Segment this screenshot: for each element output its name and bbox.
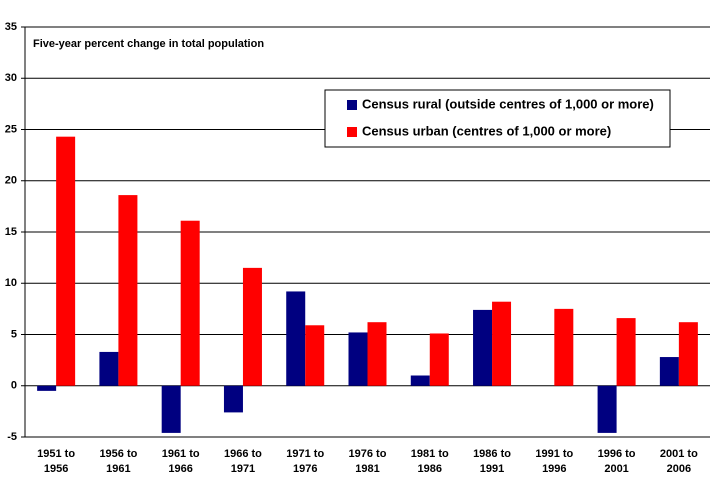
y-tick-label: 0 xyxy=(11,380,17,392)
bar xyxy=(410,375,430,386)
x-tick-label: 1976 to 1981 xyxy=(348,448,387,475)
legend-swatch xyxy=(347,100,357,110)
bar xyxy=(161,385,181,433)
y-tick-label: 15 xyxy=(5,226,17,238)
bar xyxy=(242,267,262,386)
bar xyxy=(223,385,243,413)
bar xyxy=(286,291,306,386)
x-tick-label: 1981 to 1986 xyxy=(410,448,449,475)
legend-swatch xyxy=(347,127,357,137)
y-tick-label: 30 xyxy=(5,72,17,84)
legend-label: Census rural (outside centres of 1,000 o… xyxy=(362,96,654,111)
y-tick-label: 35 xyxy=(5,21,17,33)
bar xyxy=(678,322,698,386)
y-tick-label: 25 xyxy=(5,123,17,135)
x-tick-label: 1961 to 1966 xyxy=(161,448,200,475)
bar xyxy=(554,308,574,386)
legend-label: Census urban (centres of 1,000 or more) xyxy=(362,123,611,138)
x-tick-label: 2001 to 2006 xyxy=(659,448,698,475)
x-tick-label: 1966 to 1971 xyxy=(223,448,262,475)
y-tick-label: -5 xyxy=(7,431,17,443)
legend-box xyxy=(324,89,671,148)
bar xyxy=(473,309,493,386)
x-tick-label: 1956 to 1961 xyxy=(99,448,138,475)
bar xyxy=(597,385,617,433)
bar xyxy=(429,333,449,386)
x-tick-label: 1951 to 1956 xyxy=(37,448,76,475)
y-tick-label: 10 xyxy=(5,277,17,289)
bar xyxy=(616,318,636,386)
y-tick-label: 20 xyxy=(5,175,17,187)
bar xyxy=(348,332,368,386)
bar xyxy=(492,301,512,386)
y-tick-label: 5 xyxy=(11,328,17,340)
bar xyxy=(180,220,200,386)
bar xyxy=(99,351,119,386)
bar xyxy=(56,136,76,386)
x-tick-label: 1996 to 2001 xyxy=(597,448,636,475)
chart-title: Five-year percent change in total popula… xyxy=(33,38,264,50)
bar xyxy=(118,195,138,386)
x-tick-label: 1986 to 1991 xyxy=(473,448,511,475)
bar xyxy=(367,322,387,386)
x-tick-label: 1991 to 1996 xyxy=(535,448,574,475)
x-tick-label: 1971 to 1976 xyxy=(286,448,325,475)
bar xyxy=(305,325,325,386)
bar xyxy=(37,385,57,391)
bar xyxy=(659,357,679,386)
